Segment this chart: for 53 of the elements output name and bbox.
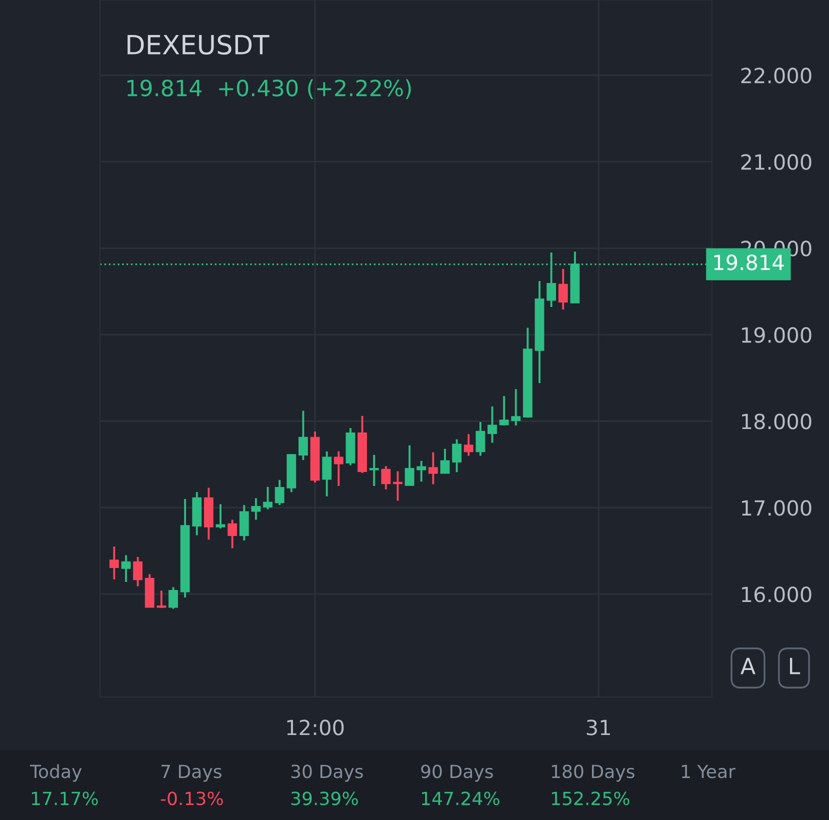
candlestick [322,450,332,498]
candlestick [263,486,272,510]
candlestick [428,451,438,486]
candlestick [228,518,238,550]
candlestick [109,546,119,580]
candlestick [546,252,556,308]
y-tick-label: 19.000 [742,327,812,343]
text: 147.24% [422,792,500,806]
y-tick-label: 17.000 [742,500,812,516]
text: Today [30,764,82,782]
text: -0.13% [160,792,223,806]
x-tick-label: 31 [586,720,610,736]
candlestick [334,450,344,487]
text: 180 Days [552,764,634,782]
text: 90 Days [421,764,493,782]
text: 30 Days [291,764,363,782]
candlestick [121,554,131,583]
candlestick [440,448,450,474]
text: A [740,658,756,674]
candlestick [274,478,284,506]
candlestick [156,590,166,609]
y-tick-label: 21.000 [741,154,812,170]
candlestick [251,497,261,521]
text: DEXEUSDT [128,34,270,55]
text: 7 Days [161,764,222,782]
text: 17.17% [32,792,98,806]
candlestick [476,421,486,457]
text: 152.25% [552,792,630,806]
candlestick [393,470,402,502]
candlestick [488,405,497,444]
text: 39.39% [291,792,358,806]
candlestick [369,454,379,487]
candlestick [381,465,391,490]
candlestick [404,444,414,486]
candlestick [499,395,509,426]
candlestick [558,268,568,311]
candlestick [511,388,521,426]
ref-line-label: 19.814 [714,254,784,270]
y-tick-label: 22.000 [741,68,812,84]
x-tick-label: 12:00 [287,720,344,736]
candlestick [168,586,178,610]
candlestick [416,460,426,483]
text: 1 Year [682,764,736,778]
candlestick [298,410,308,462]
candlestick [216,503,226,530]
y-tick-label: 18.000 [742,414,812,430]
candlestick [239,504,249,542]
y-tick-label: 16.000 [742,586,812,602]
candlestick [464,433,474,457]
candlestick [133,556,143,588]
text: L [790,658,800,674]
candlestick [452,438,462,474]
text: 19.814 +0.430 (+2.22%) [127,79,411,100]
